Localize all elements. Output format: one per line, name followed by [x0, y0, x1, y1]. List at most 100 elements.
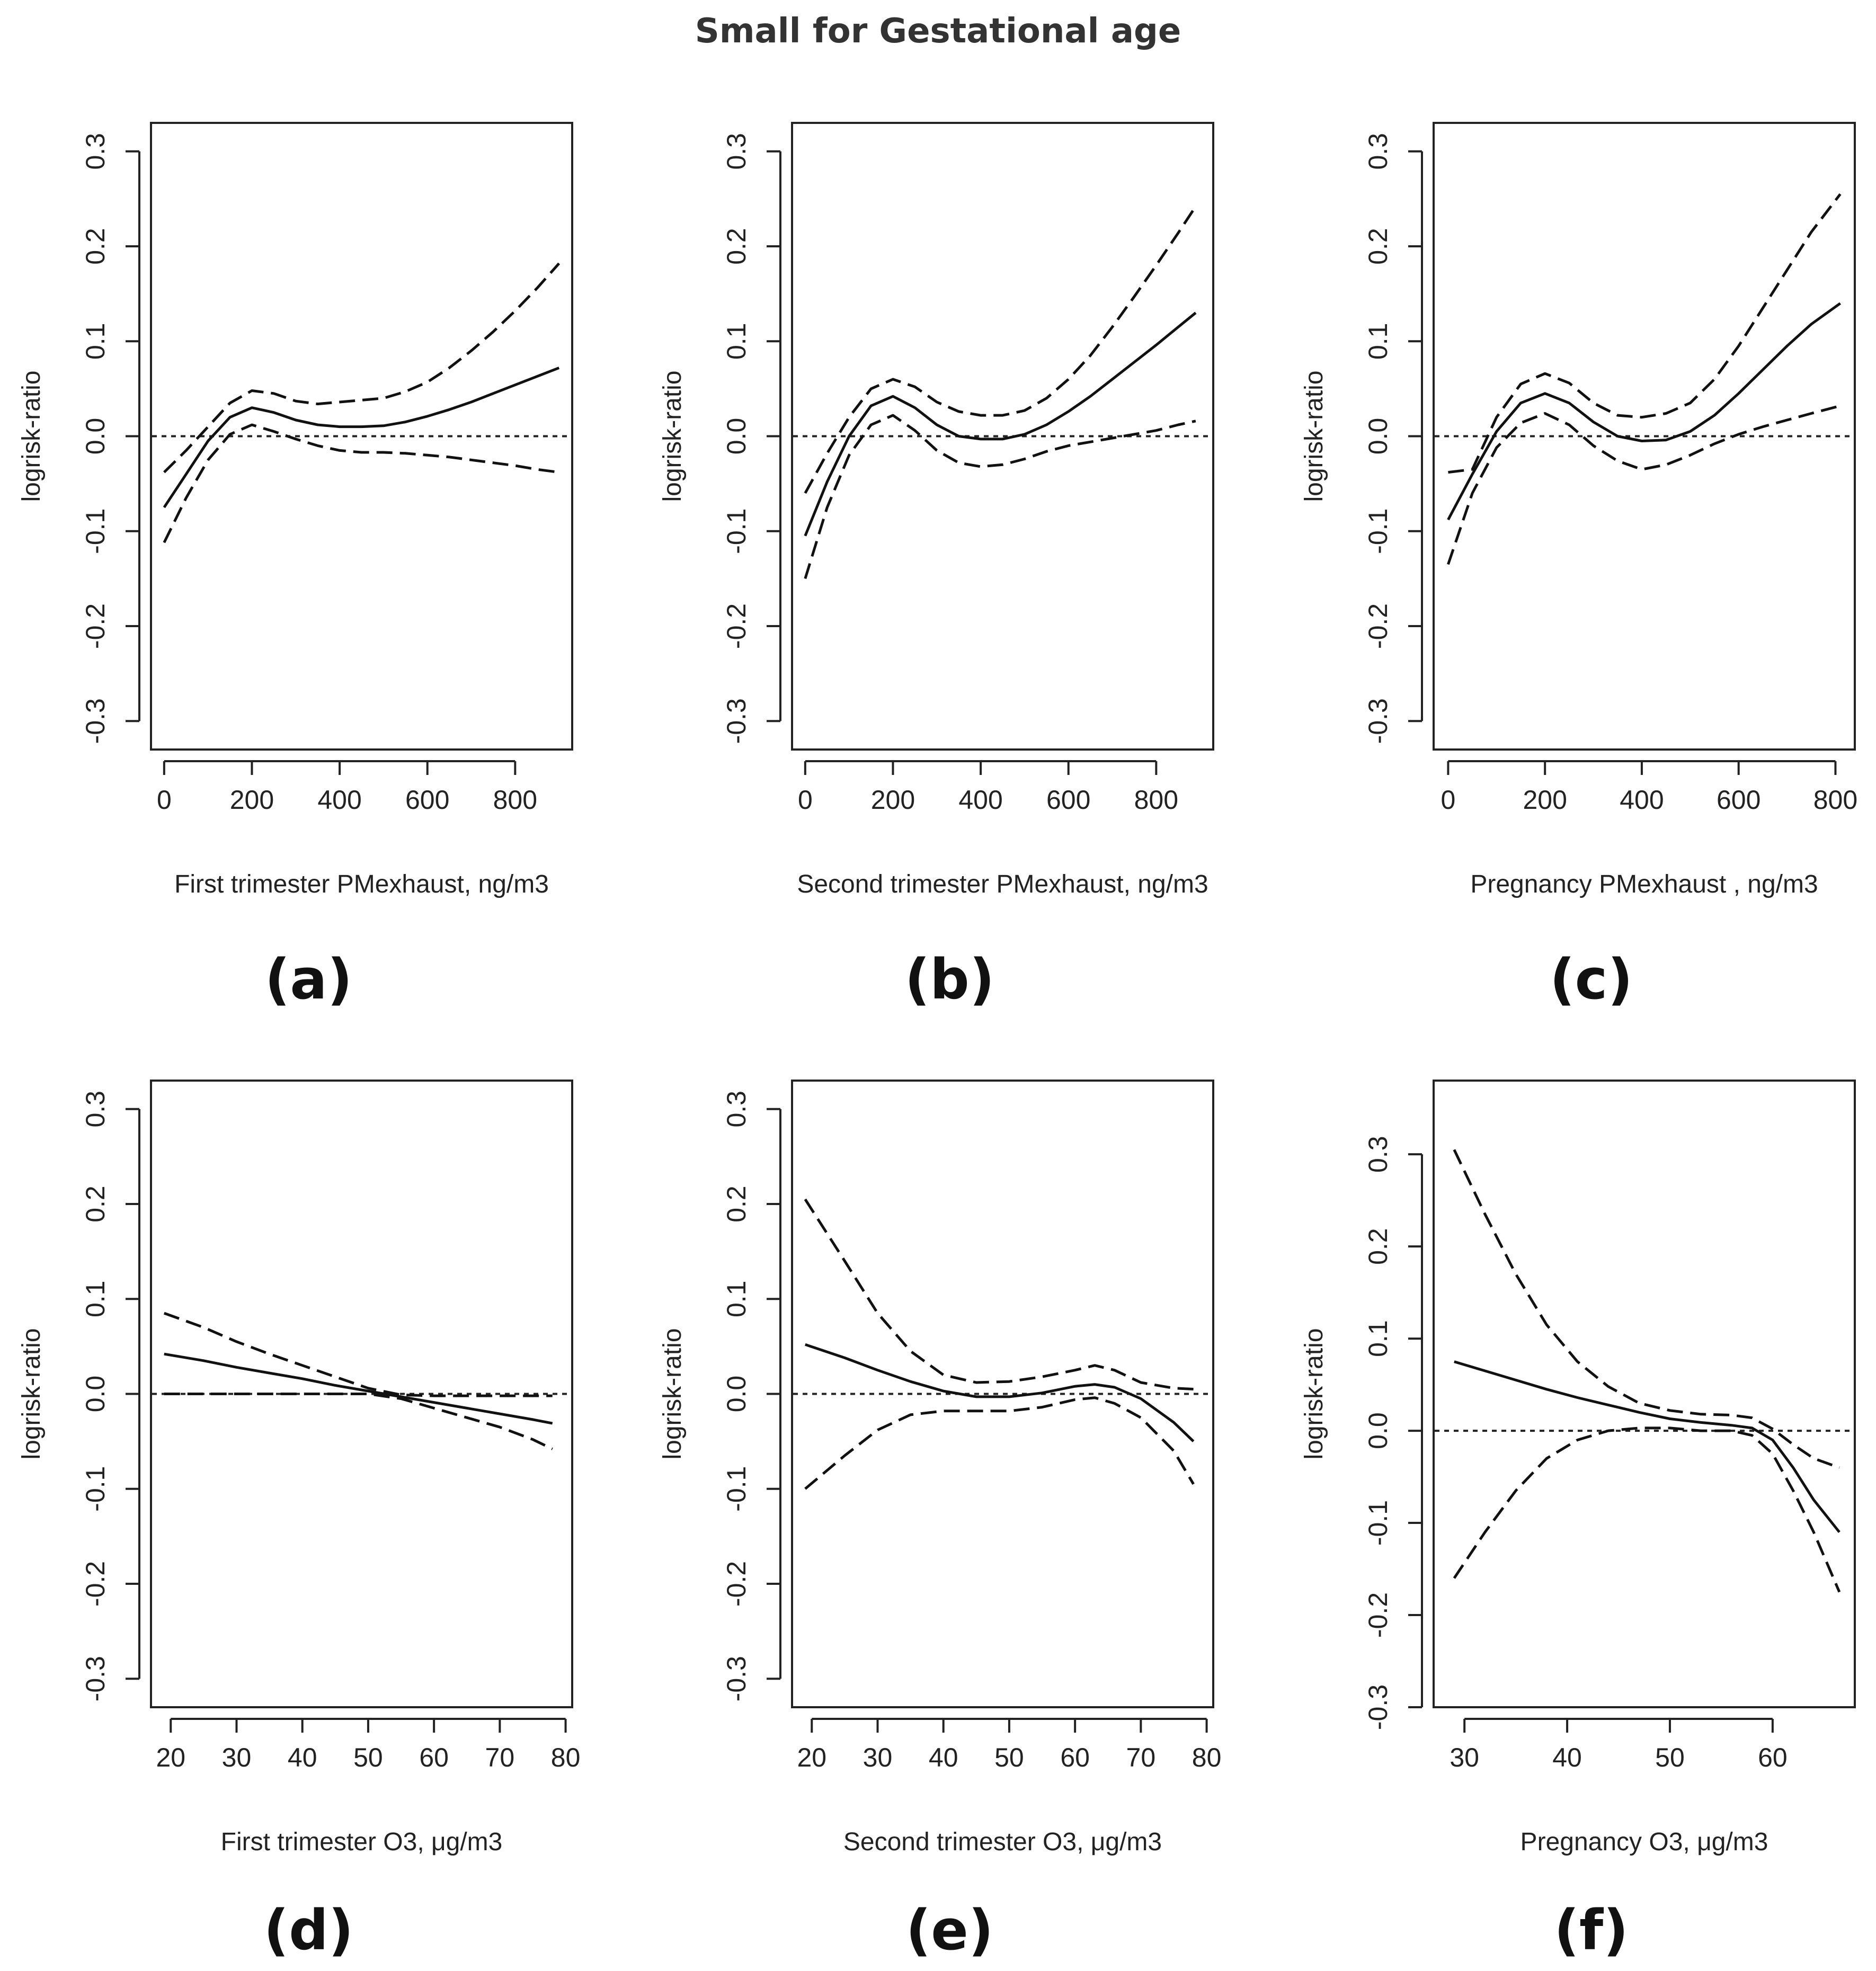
y-tick-label: -0.2 — [722, 1561, 751, 1607]
x-tick-label: 800 — [1813, 785, 1857, 815]
chart-panel-6: 30 40 50 60 -0.3 -0.2 -0.1 0.0 0.1 0.2 0.3 Pregnanc… — [1300, 1080, 1856, 1963]
y-tick-label: -0.2 — [722, 603, 751, 649]
y-tick-label: 0.2 — [1363, 1228, 1393, 1265]
x-axis-label: First trimester PMexhaust, ng/m3 — [174, 870, 549, 898]
plot-frame — [150, 122, 573, 751]
y-axis-label: logrisk-ratio — [17, 370, 46, 502]
lower-ci-line — [1447, 404, 1841, 565]
plot-frame — [150, 1080, 573, 1708]
estimate-line — [164, 1352, 553, 1425]
x-tick-label: 50 — [994, 1743, 1024, 1772]
x-axis-label: First trimester O3, μg/m3 — [221, 1828, 503, 1856]
x-tick-label: 20 — [156, 1743, 185, 1772]
x-tick-label: 40 — [288, 1743, 317, 1772]
x-tick-label: 600 — [1046, 785, 1090, 815]
y-tick-label: 0.0 — [1363, 1412, 1393, 1449]
x-tick-label: 80 — [1192, 1743, 1222, 1772]
y-tick-label: -0.3 — [1363, 698, 1393, 744]
y-tick-label: -0.1 — [722, 1466, 751, 1512]
x-tick-label: 0 — [157, 785, 172, 815]
chart-panel-2: 0 200 400 600 800 -0.3 -0.2 -0.1 0.0 0.1 0.2 0.3 Sec… — [659, 122, 1214, 1012]
y-tick-label: 0.3 — [722, 1091, 751, 1128]
y-axis-label: logrisk-ratio — [17, 1328, 46, 1459]
upper-ci-line — [163, 1312, 553, 1397]
y-tick-label: 0.1 — [722, 1280, 751, 1317]
x-axis-label: Pregnancy O3, μg/m3 — [1521, 1828, 1768, 1856]
panel-letter: (f) — [1554, 1898, 1628, 1963]
chart-panel-3: 0 200 400 600 800 -0.3 -0.2 -0.1 0.0 0.1 0.2 0.3 Pre… — [1300, 122, 1857, 1012]
y-tick-label: 0.3 — [81, 133, 110, 170]
y-tick-label: -0.2 — [1363, 603, 1393, 649]
x-tick-label: 60 — [419, 1743, 449, 1772]
y-tick-label: 0.1 — [81, 323, 110, 360]
panel-letter: (c) — [1550, 947, 1633, 1012]
x-tick-label: 30 — [222, 1743, 252, 1772]
x-axis-label: Pregnancy PMexhaust , ng/m3 — [1470, 870, 1818, 898]
y-tick-label: 0.1 — [1363, 323, 1393, 360]
y-tick-label: -0.1 — [722, 509, 751, 554]
y-tick-label: 0.0 — [1363, 418, 1393, 455]
x-tick-label: 70 — [485, 1743, 515, 1772]
x-axis-label: Second trimester O3, μg/m3 — [843, 1828, 1162, 1856]
x-tick-label: 40 — [929, 1743, 958, 1772]
x-tick-label: 800 — [1134, 785, 1178, 815]
estimate-line — [1447, 302, 1842, 521]
y-tick-label: -0.1 — [81, 509, 110, 554]
y-tick-label: -0.1 — [1363, 509, 1393, 554]
y-tick-label: -0.3 — [1363, 1684, 1393, 1730]
y-axis-label: logrisk-ratio — [659, 370, 687, 502]
x-tick-label: 200 — [1523, 785, 1567, 815]
lower-ci-line — [1453, 1426, 1841, 1593]
x-tick-label: 50 — [353, 1743, 383, 1772]
y-tick-label: 0.2 — [722, 228, 751, 265]
panel-letter: (e) — [906, 1898, 994, 1963]
chart-panel-5: 20 30 40 50 60 70 80 -0.3 -0.2 -0.1 0.0 0.1 0.2 0.3 Se… — [659, 1080, 1222, 1963]
x-tick-label: 400 — [1620, 785, 1664, 815]
y-tick-label: 0.0 — [722, 1376, 751, 1413]
x-tick-label: 600 — [405, 785, 449, 815]
x-tick-label: 50 — [1655, 1743, 1685, 1772]
x-tick-label: 0 — [798, 785, 813, 815]
estimate-line — [804, 311, 1197, 537]
lower-ci-line — [804, 414, 1196, 579]
y-tick-label: -0.3 — [81, 698, 110, 744]
y-tick-label: 0.3 — [1363, 1136, 1393, 1173]
y-tick-label: 0.2 — [722, 1185, 751, 1223]
x-tick-label: 400 — [958, 785, 1002, 815]
y-tick-label: -0.2 — [81, 603, 110, 649]
panel-letter: (b) — [905, 947, 995, 1012]
upper-ci-line — [163, 262, 561, 474]
x-tick-label: 800 — [493, 785, 537, 815]
y-tick-label: 0.3 — [722, 133, 751, 170]
plot-frame — [1433, 122, 1856, 751]
x-tick-label: 30 — [863, 1743, 893, 1772]
upper-ci-line — [804, 206, 1197, 494]
plot-frame — [791, 1080, 1214, 1708]
y-tick-label: 0.0 — [81, 1376, 110, 1413]
estimate-line — [805, 1343, 1195, 1442]
y-tick-label: 0.1 — [1363, 1320, 1393, 1357]
y-tick-label: -0.1 — [1363, 1500, 1393, 1546]
upper-ci-line — [804, 1198, 1194, 1390]
y-tick-label: -0.1 — [81, 1466, 110, 1512]
estimate-line — [1454, 1360, 1841, 1533]
y-tick-label: 0.0 — [722, 418, 751, 455]
y-axis-label: logrisk-ratio — [1300, 1328, 1328, 1459]
y-tick-label: -0.3 — [722, 698, 751, 744]
plot-frame — [791, 122, 1214, 751]
upper-ci-line — [1453, 1149, 1840, 1469]
x-tick-label: 400 — [317, 785, 361, 815]
plot-frame — [1433, 1080, 1856, 1708]
y-tick-label: 0.2 — [1363, 228, 1393, 265]
y-tick-label: -0.2 — [81, 1561, 110, 1607]
y-tick-label: 0.3 — [1363, 133, 1393, 170]
panel-letter: (d) — [264, 1898, 354, 1963]
x-axis-label: Second trimester PMexhaust, ng/m3 — [797, 870, 1208, 898]
x-tick-label: 40 — [1552, 1743, 1582, 1772]
y-tick-label: 0.3 — [81, 1091, 110, 1128]
panel-letter: (a) — [265, 947, 352, 1012]
x-tick-label: 80 — [551, 1743, 581, 1772]
y-tick-label: -0.3 — [81, 1656, 110, 1701]
y-tick-label: 0.0 — [81, 418, 110, 455]
